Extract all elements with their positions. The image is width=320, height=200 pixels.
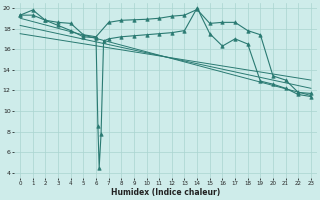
X-axis label: Humidex (Indice chaleur): Humidex (Indice chaleur) <box>111 188 220 197</box>
